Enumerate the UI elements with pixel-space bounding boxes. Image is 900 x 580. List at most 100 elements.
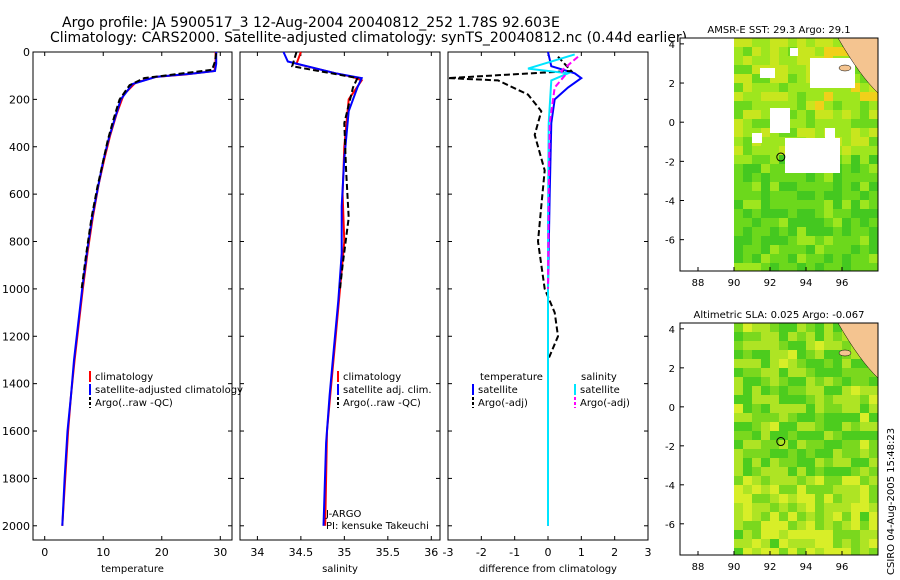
map-cell: [770, 386, 779, 395]
map-cell: [869, 404, 878, 413]
map-cell: [797, 128, 806, 137]
map-cell: [860, 245, 869, 254]
map-cell: [761, 323, 770, 332]
map-cell: [860, 359, 869, 368]
map-cell: [860, 137, 869, 146]
map-cell: [806, 467, 815, 476]
x-tick-label: 35: [337, 546, 351, 559]
map-cell: [851, 110, 860, 119]
map-cell: [788, 191, 797, 200]
map-cell: [734, 431, 743, 440]
map-cell: [779, 521, 788, 530]
map-cell: [833, 386, 842, 395]
map-cell: [824, 377, 833, 386]
map-cell: [806, 395, 815, 404]
map-cell: [788, 377, 797, 386]
map-x-tick-label: 92: [764, 562, 777, 573]
map-cell: [761, 368, 770, 377]
map-cell: [869, 386, 878, 395]
map-cell: [770, 404, 779, 413]
map-cell: [842, 146, 851, 155]
map-cell: [743, 539, 752, 548]
map-y-tick-label: 4: [669, 40, 675, 51]
map-cell: [824, 422, 833, 431]
map-cell: [815, 440, 824, 449]
map-cell: [734, 110, 743, 119]
map-cell: [788, 449, 797, 458]
missing-data-patch: [825, 128, 835, 138]
map-cell: [851, 218, 860, 227]
map-cell: [851, 155, 860, 164]
map-cell: [752, 548, 761, 555]
map-cell: [752, 530, 761, 539]
map-cell: [797, 449, 806, 458]
map-cell: [752, 431, 761, 440]
map-cell: [815, 182, 824, 191]
map-cell: [797, 218, 806, 227]
map-cell: [770, 146, 779, 155]
map-cell: [797, 422, 806, 431]
map-cell: [797, 485, 806, 494]
map-cell: [824, 254, 833, 263]
map-cell: [743, 164, 752, 173]
map-cell: [851, 467, 860, 476]
map-cell: [815, 377, 824, 386]
map-cell: [815, 359, 824, 368]
map-cell: [788, 74, 797, 83]
map-cell: [869, 137, 878, 146]
map-cell: [860, 467, 869, 476]
map-cell: [851, 83, 860, 92]
map-cell: [752, 449, 761, 458]
map-cell: [752, 65, 761, 74]
map-cell: [833, 395, 842, 404]
map-cell: [797, 38, 806, 47]
map-cell: [842, 191, 851, 200]
map-cell: [743, 38, 752, 47]
map-cell: [860, 440, 869, 449]
map-cell: [779, 323, 788, 332]
map-cell: [851, 512, 860, 521]
map-cell: [842, 512, 851, 521]
map-cell: [734, 137, 743, 146]
map-cell: [761, 56, 770, 65]
map-cell: [842, 404, 851, 413]
map-cell: [806, 38, 815, 47]
map-cell: [761, 404, 770, 413]
map-cell: [734, 146, 743, 155]
map-cell: [779, 377, 788, 386]
missing-data-patch: [760, 68, 775, 78]
map-cell: [851, 386, 860, 395]
map-cell: [779, 74, 788, 83]
map-cell: [788, 173, 797, 182]
map-cell: [743, 101, 752, 110]
map-cell: [752, 56, 761, 65]
map-cell: [842, 155, 851, 164]
map-cell: [797, 395, 806, 404]
map-cell: [743, 245, 752, 254]
map-cell: [824, 101, 833, 110]
x-tick-label: 20: [155, 546, 169, 559]
map-cell: [815, 263, 824, 271]
map-cell: [770, 137, 779, 146]
map-cell: [869, 218, 878, 227]
map-cell: [770, 503, 779, 512]
map-cell: [851, 146, 860, 155]
map-cell: [815, 38, 824, 47]
map-cell: [761, 449, 770, 458]
map-cell: [824, 359, 833, 368]
map-cell: [770, 92, 779, 101]
y-tick-label: 200: [9, 93, 30, 106]
map-cell: [788, 56, 797, 65]
map-cell: [788, 209, 797, 218]
map-cell: [761, 431, 770, 440]
map-cell: [833, 368, 842, 377]
map-cell: [833, 494, 842, 503]
map-cell: [734, 440, 743, 449]
map-cell: [788, 254, 797, 263]
map-cell: [734, 47, 743, 56]
map-cell: [842, 359, 851, 368]
map-cell: [779, 56, 788, 65]
map-cell: [860, 404, 869, 413]
map-cell: [824, 182, 833, 191]
map-cell: [806, 236, 815, 245]
